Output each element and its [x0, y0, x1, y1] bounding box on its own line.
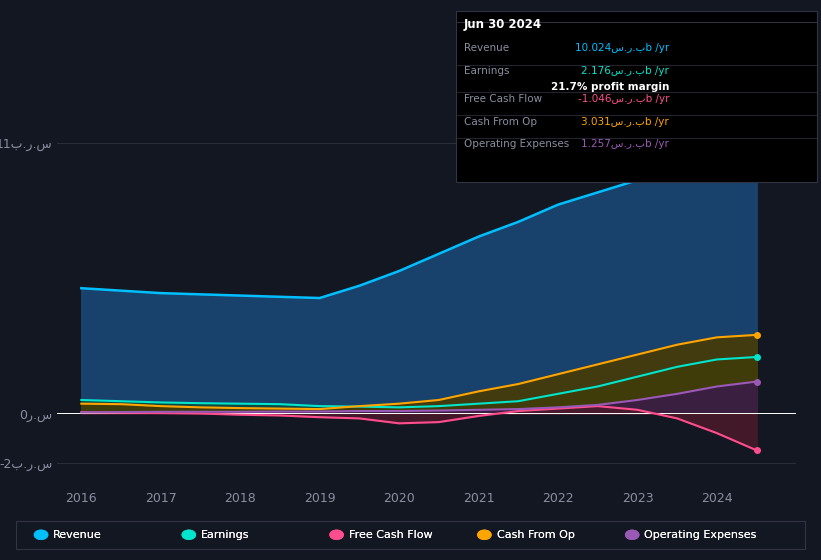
Text: Cash From Op: Cash From Op	[464, 116, 537, 127]
Text: Revenue: Revenue	[464, 43, 509, 53]
Text: -1.046س.ر.بb /yr: -1.046س.ر.بb /yr	[578, 94, 669, 104]
Text: Revenue: Revenue	[53, 530, 102, 540]
Text: Revenue: Revenue	[53, 530, 102, 540]
Text: Free Cash Flow: Free Cash Flow	[349, 530, 433, 540]
Text: Cash From Op: Cash From Op	[497, 530, 575, 540]
Text: 21.7% profit margin: 21.7% profit margin	[551, 82, 669, 92]
Text: Free Cash Flow: Free Cash Flow	[349, 530, 433, 540]
Text: 2.176س.ر.بb /yr: 2.176س.ر.بb /yr	[581, 66, 669, 76]
Text: 1.257س.ر.بb /yr: 1.257س.ر.بb /yr	[581, 139, 669, 150]
Text: Earnings: Earnings	[201, 530, 250, 540]
Text: Free Cash Flow: Free Cash Flow	[464, 94, 542, 104]
Text: Earnings: Earnings	[201, 530, 250, 540]
Text: Jun 30 2024: Jun 30 2024	[464, 18, 542, 31]
Text: Operating Expenses: Operating Expenses	[644, 530, 757, 540]
Text: 10.024س.ر.بb /yr: 10.024س.ر.بb /yr	[575, 43, 669, 53]
Text: 3.031س.ر.بb /yr: 3.031س.ر.بb /yr	[581, 116, 669, 127]
Text: Operating Expenses: Operating Expenses	[644, 530, 757, 540]
Text: Operating Expenses: Operating Expenses	[464, 139, 569, 150]
Text: Cash From Op: Cash From Op	[497, 530, 575, 540]
Text: Earnings: Earnings	[464, 66, 509, 76]
